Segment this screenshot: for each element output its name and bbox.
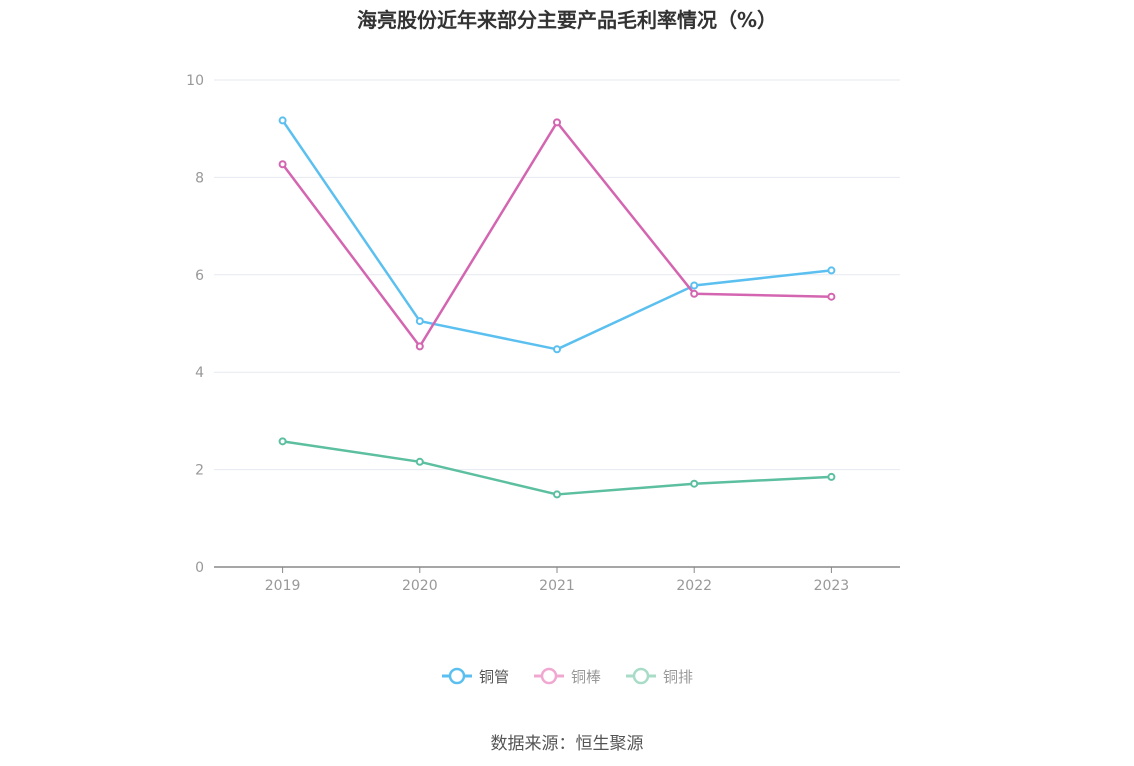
y-tick-label: 6 [195,268,204,284]
series-铜管-point [690,281,699,290]
series-铜棒-point [415,342,424,351]
y-tick-label: 8 [195,170,204,186]
x-tick-label: 2023 [814,578,850,594]
series-铜棒-point [553,118,561,127]
series-铜排-point [415,457,424,466]
legend-item[interactable]: 铜管 [441,664,509,688]
legend-item[interactable]: 铜棒 [533,664,601,688]
x-tick-label: 2022 [676,578,712,594]
y-tick-label: 0 [195,560,204,576]
y-tick-label: 2 [195,463,204,479]
legend-swatch-icon [626,667,656,685]
series-铜管-point [415,317,424,326]
series-铜排-point [827,472,836,481]
series-铜棒-line [281,121,832,348]
legend-label: 铜管 [478,667,509,686]
legend-swatch-icon [533,667,564,685]
legend-swatch-icon [441,667,472,685]
legend-label: 铜棒 [570,667,601,686]
series-铜管-point [827,266,836,275]
x-tick-label: 2021 [539,578,575,594]
series-铜排-line [282,440,832,496]
series-铜排-point [553,490,561,499]
line-chart: 0 2 4 6 8 10 2019 2020 2021 2022 2023 [186,73,900,594]
legend-label: 铜排 [663,667,694,686]
x-tick-label: 2020 [402,578,438,594]
series-铜管-point [278,116,287,125]
series-铜棒-point [827,292,836,301]
series-铜排-point [690,479,699,488]
legend-item[interactable]: 铜排 [625,664,693,688]
y-tick-label: 10 [186,73,204,89]
data-source: 数据来源：恒生聚源 [490,734,644,754]
series-铜排-point [278,437,287,446]
series-铜棒-point [690,289,699,298]
series-铜管-point [553,345,561,354]
chart-legend: 铜管 铜棒 铜排 [0,664,1134,688]
series-铜管-line [281,119,832,351]
chart-title: 海亮股份近年来部分主要产品毛利率情况（%） [356,8,778,32]
y-tick-label: 4 [195,365,204,381]
series-铜棒-point [278,160,287,169]
x-tick-label: 2019 [265,578,301,594]
